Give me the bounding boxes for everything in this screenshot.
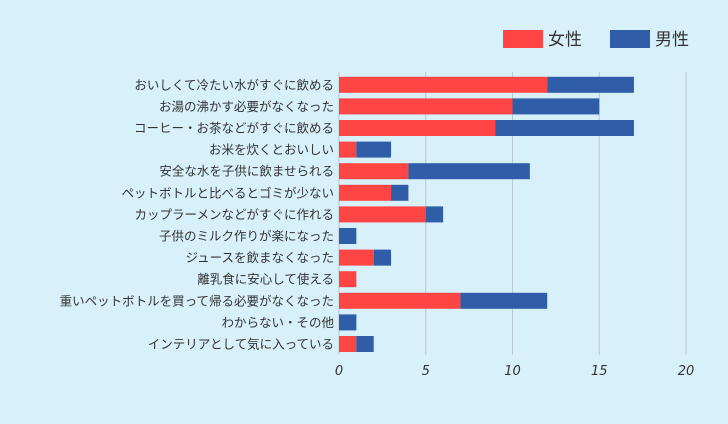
bar-male-2 bbox=[495, 120, 634, 136]
bar-female-10 bbox=[339, 292, 461, 309]
category-label-8: ジュースを飲まなくなった bbox=[185, 250, 334, 265]
x-tick-label-0: 0 bbox=[335, 364, 343, 379]
bar-female-6 bbox=[339, 206, 426, 223]
bar-female-5 bbox=[339, 184, 392, 201]
category-label-7: 子供のミルク作りが楽になった bbox=[159, 229, 334, 244]
bars bbox=[339, 76, 634, 352]
legend-swatch-1 bbox=[610, 30, 650, 48]
category-label-1: お湯の沸かす必要がなくなった bbox=[159, 99, 334, 114]
bar-male-5 bbox=[391, 184, 409, 201]
bar-male-8 bbox=[373, 249, 392, 266]
x-tick-label-1: 5 bbox=[422, 364, 430, 379]
bar-male-7 bbox=[339, 228, 357, 244]
bar-female-2 bbox=[339, 120, 496, 136]
bar-male-10 bbox=[460, 292, 548, 309]
category-label-10: 重いペットボトルを買って帰る必要がなくなった bbox=[60, 293, 334, 308]
bar-female-4 bbox=[339, 163, 409, 180]
bar-male-4 bbox=[408, 163, 530, 180]
x-tick-labels: 0 5 10 15 20 bbox=[335, 364, 694, 379]
bar-female-8 bbox=[339, 249, 374, 266]
bar-female-12 bbox=[339, 336, 357, 352]
category-label-4: 安全な水を子供に飲ませられる bbox=[159, 164, 334, 179]
legend-label-0: 女性 bbox=[548, 30, 582, 50]
category-label-9: 離乳食に安心して使える bbox=[197, 272, 334, 287]
category-label-6: カップラーメンなどがすぐに作れる bbox=[134, 207, 334, 222]
category-label-11: わからない・その他 bbox=[221, 315, 334, 330]
bar-male-12 bbox=[356, 336, 374, 352]
bar-female-1 bbox=[339, 98, 513, 115]
x-tick-label-4: 20 bbox=[678, 364, 695, 379]
category-label-5: ペットボトルと比べるとゴミが少ない bbox=[121, 185, 334, 200]
x-tick-label-2: 10 bbox=[504, 364, 521, 379]
category-label-3: お米を炊くとおいしい bbox=[209, 142, 334, 157]
bar-female-0 bbox=[339, 76, 548, 93]
legend: 女性 男性 bbox=[503, 30, 689, 50]
category-label-12: インテリアとして気に入っている bbox=[148, 337, 334, 352]
category-labels: おいしくて冷たい水がすぐに飲めるお湯の沸かす必要がなくなったコーヒー・お茶などが… bbox=[60, 77, 335, 351]
bar-female-9 bbox=[339, 271, 357, 288]
legend-label-1: 男性 bbox=[655, 30, 689, 50]
category-label-2: コーヒー・お茶などがすぐに飲める bbox=[134, 121, 334, 136]
bar-male-0 bbox=[547, 76, 634, 93]
bar-male-11 bbox=[339, 314, 357, 331]
category-label-0: おいしくて冷たい水がすぐに飲める bbox=[134, 77, 334, 92]
bar-male-3 bbox=[356, 141, 392, 158]
legend-swatch-0 bbox=[503, 30, 543, 48]
x-tick-label-3: 15 bbox=[591, 364, 608, 379]
bar-female-3 bbox=[339, 141, 357, 158]
bar-male-6 bbox=[425, 206, 444, 223]
bar-male-1 bbox=[512, 98, 600, 115]
